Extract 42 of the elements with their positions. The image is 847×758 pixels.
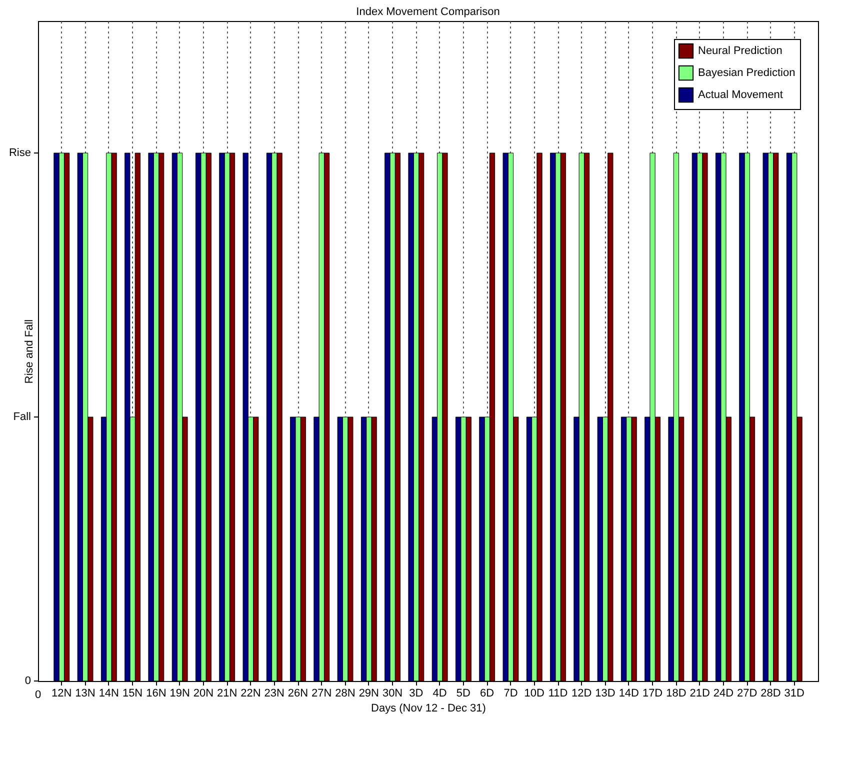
- x-axis-title: Days (Nov 12 - Dec 31): [371, 702, 486, 714]
- x-tick-label: 27D: [736, 688, 758, 700]
- x-tick-label: 18D: [666, 688, 686, 700]
- x-tick-label: 11D: [548, 688, 568, 700]
- x-tick-label: 27N: [312, 688, 332, 700]
- x-tick-label: 7D: [504, 688, 518, 700]
- x-tick-label: 13N: [75, 688, 96, 700]
- x-tick-label: 10D: [524, 688, 545, 700]
- x-tick-label: 14D: [618, 688, 640, 700]
- x-tick-label: 19N: [170, 688, 190, 700]
- text: Fall: [13, 411, 31, 423]
- x-tick-label: 29N: [358, 688, 380, 700]
- x-tick-label: 4D: [432, 688, 447, 700]
- legend-label: Actual Movement: [698, 89, 783, 101]
- text: 0: [24, 675, 31, 687]
- x-tick-label: 15N: [122, 688, 143, 700]
- x-tick-label: 31D: [784, 688, 805, 700]
- x-tick-label: 5D: [456, 688, 471, 700]
- x-tick-label: 30N: [382, 688, 403, 700]
- x-tick-label: 24D: [713, 688, 734, 700]
- y-axis-title: Rise and Fall: [24, 319, 36, 384]
- chart-title: Index Movement Comparison: [356, 6, 500, 18]
- legend-label: Bayesian Prediction: [698, 67, 796, 79]
- x-tick-label: 14N: [98, 688, 120, 700]
- x-tick-label: 21D: [690, 688, 710, 700]
- x-tick-label: 13D: [595, 688, 616, 700]
- x-tick-label: 22N: [240, 688, 261, 700]
- x-tick-label: 3D: [409, 688, 424, 700]
- x-tick-label: 20N: [193, 688, 214, 700]
- x-tick-label: 28N: [335, 688, 356, 700]
- text: Rise: [8, 147, 31, 159]
- x-tick-label: 23N: [264, 688, 285, 700]
- legend-label: Neural Prediction: [698, 45, 782, 57]
- x-tick-label: 21N: [216, 688, 238, 700]
- x-tick-label: 26N: [288, 688, 308, 700]
- text: 0: [34, 689, 42, 701]
- x-tick-label: 16N: [146, 688, 166, 700]
- x-tick-label: 6D: [480, 688, 494, 700]
- x-tick-label: 12N: [52, 688, 72, 700]
- x-tick-label: 12D: [572, 688, 592, 700]
- x-tick-label: 28D: [760, 688, 781, 700]
- x-tick-label: 17D: [642, 688, 663, 700]
